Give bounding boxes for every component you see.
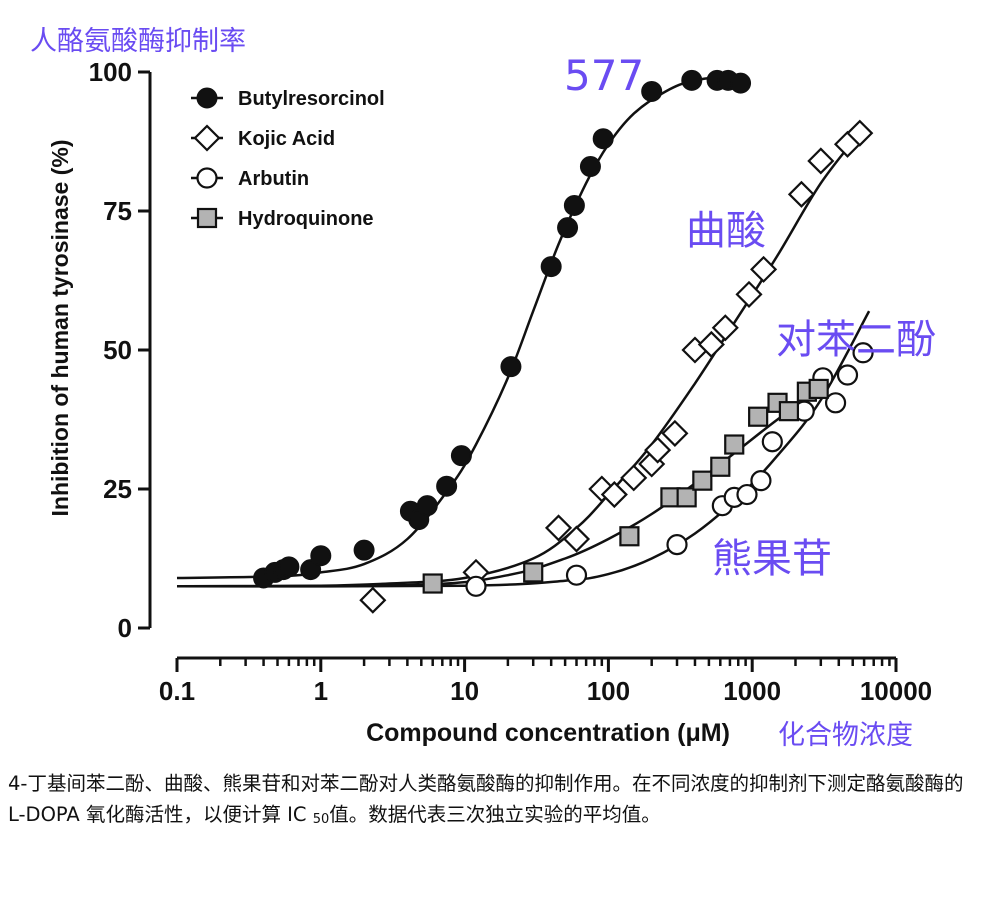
caption-text-1: 4-丁基间苯二酚、曲酸、熊果苷和对苯二酚对人类酪氨酸酶的抑制作用。在不同浓度的抑… (8, 772, 964, 826)
data-points (253, 69, 874, 614)
y-axis-label: Inhibition of human tyrosinase (%) (47, 140, 73, 517)
y-tick-label: 50 (103, 335, 132, 365)
legend-marker (193, 124, 221, 152)
annotation-xaxis-cn: 化合物浓度 (778, 720, 913, 751)
point-arbutin (736, 483, 758, 506)
fit-curve-hydroquinone (176, 387, 822, 588)
point-butylresorcinol (557, 217, 579, 239)
point-kojic-acid (807, 147, 835, 175)
y-tick-label: 100 (89, 57, 132, 87)
point-butylresorcinol (450, 445, 472, 467)
point-kojic-acid (846, 119, 874, 147)
legend-label: Kojic Acid (238, 128, 335, 150)
point-hydroquinone (724, 434, 745, 455)
point-hydroquinone (619, 526, 640, 547)
point-arbutin (750, 470, 772, 492)
point-hydroquinone (710, 456, 731, 477)
annotation-hydroquinone: 对苯二酚 (776, 317, 936, 363)
legend-marker (196, 207, 218, 229)
point-hydroquinone (676, 487, 697, 508)
point-butylresorcinol (592, 128, 614, 150)
point-kojic-acid (735, 280, 763, 308)
annotation-butylresorcinol: 577 (564, 51, 644, 100)
point-butylresorcinol (353, 539, 375, 561)
caption-subscript: 50 (312, 812, 330, 827)
point-hydroquinone (523, 562, 544, 583)
legend-label: Hydroquinone (238, 208, 374, 230)
point-butylresorcinol (540, 256, 562, 278)
x-tick-label: 100 (587, 676, 630, 706)
point-kojic-acid (544, 514, 573, 542)
point-kojic-acid (787, 180, 815, 208)
point-arbutin (565, 564, 588, 586)
point-butylresorcinol (278, 556, 300, 578)
fit-curve-arbutin (176, 310, 871, 588)
point-kojic-acid (644, 436, 672, 464)
point-arbutin (666, 533, 688, 556)
chart: 0 25 50 75 100 0.1 1 10 100 1000 10000 Butylresorc… (30, 26, 936, 751)
point-hydroquinone (692, 470, 713, 491)
point-hydroquinone (778, 401, 800, 422)
point-arbutin (836, 364, 859, 386)
point-hydroquinone (808, 378, 829, 400)
point-kojic-acid (359, 586, 387, 614)
point-butylresorcinol (563, 194, 585, 216)
fit-curves (176, 73, 871, 588)
legend-marker (196, 167, 218, 189)
point-kojic-acid (711, 314, 739, 342)
point-kojic-acid (750, 255, 778, 283)
point-butylresorcinol (730, 72, 752, 94)
legend: Butylresorcinol Kojic Acid Arbutin Hydroqui… (191, 87, 385, 230)
point-arbutin (761, 431, 783, 453)
point-butylresorcinol (681, 69, 703, 91)
point-butylresorcinol (436, 475, 458, 497)
x-tick-label: 0.1 (159, 676, 195, 706)
y-tick-label: 25 (103, 474, 132, 504)
x-tick-label: 1000 (723, 676, 781, 706)
point-kojic-acid (562, 525, 591, 553)
fit-curve-kojic-acid (176, 126, 866, 588)
legend-marker (196, 87, 218, 109)
annotation-yaxis-cn: 人酪氨酸酶抑制率 (30, 26, 246, 57)
point-butylresorcinol (579, 156, 601, 178)
x-tick-label: 1 (314, 676, 328, 706)
point-arbutin (824, 392, 847, 414)
point-hydroquinone (748, 406, 769, 427)
y-tick-label: 75 (103, 196, 132, 226)
point-arbutin (852, 342, 874, 364)
point-kojic-acid (620, 464, 648, 492)
point-kojic-acid (661, 419, 689, 447)
point-kojic-acid (600, 481, 628, 509)
point-arbutin (465, 575, 487, 597)
annotation-arbutin: 熊果苷 (712, 536, 832, 582)
point-butylresorcinol (300, 559, 322, 581)
x-axis-label: Compound concentration (μM) (366, 719, 730, 747)
fit-curve-butylresorcinol (176, 73, 743, 580)
point-hydroquinone (422, 573, 443, 594)
legend-label: Arbutin (238, 168, 309, 190)
legend-label: Butylresorcinol (238, 88, 385, 110)
point-butylresorcinol (416, 495, 438, 517)
axes: 0 25 50 75 100 0.1 1 10 100 1000 10000 (89, 57, 933, 706)
figure-caption: 4-丁基间苯二酚、曲酸、熊果苷和对苯二酚对人类酪氨酸酶的抑制作用。在不同浓度的抑… (8, 768, 976, 835)
y-tick-label: 0 (118, 613, 132, 643)
point-kojic-acid (697, 330, 725, 358)
point-butylresorcinol (641, 80, 663, 102)
caption-text-2: 值。数据代表三次独立实验的平均值。 (329, 803, 661, 826)
point-butylresorcinol (310, 545, 332, 567)
x-tick-label: 10000 (860, 676, 932, 706)
annotation-kojic-acid: 曲酸 (686, 208, 766, 254)
x-tick-label: 10 (450, 676, 479, 706)
point-butylresorcinol (500, 356, 522, 378)
